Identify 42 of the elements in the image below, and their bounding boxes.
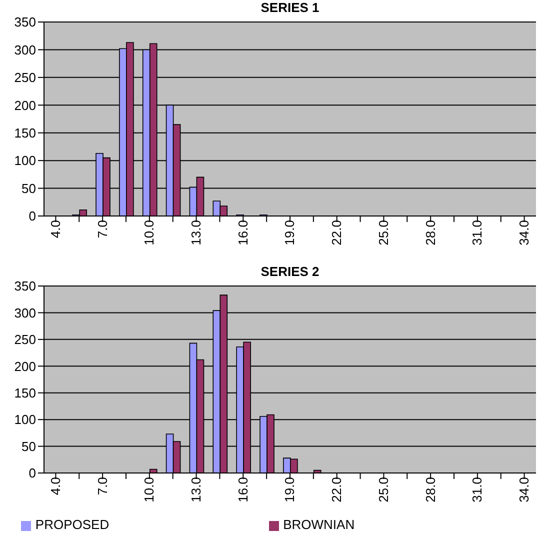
x-tick-label: 31.0 [470, 220, 485, 246]
x-tick-label: 28.0 [422, 220, 438, 246]
x-tick-label: 19.0 [282, 220, 298, 246]
x-tick-label: 19.0 [282, 477, 298, 502]
x-tick-label: 25.0 [376, 220, 391, 246]
x-tick-label: 4.0 [48, 220, 63, 238]
y-tick-label: 300 [14, 42, 36, 58]
y-tick-label: 250 [14, 332, 36, 348]
y-tick-label: 100 [14, 412, 36, 428]
legend-label: PROPOSED [35, 517, 110, 532]
y-tick-label: 200 [14, 358, 36, 374]
legend-label: BROWNIAN [283, 517, 355, 532]
x-tick-label: 25.0 [376, 477, 391, 502]
y-tick-label: 150 [14, 385, 36, 400]
x-tick-label: 22.0 [329, 220, 344, 246]
x-tick-label: 34.0 [516, 477, 532, 502]
y-tick-label: 200 [14, 98, 36, 113]
y-tick-label: 350 [14, 14, 36, 30]
y-tick-label: 150 [14, 125, 36, 140]
y-tick-label: 0 [28, 208, 36, 224]
x-tick-label: 13.0 [188, 477, 204, 502]
chart-title: SERIES 2 [260, 264, 320, 280]
x-tick-label: 13.0 [188, 220, 204, 246]
x-tick-label: 16.0 [235, 477, 250, 502]
x-tick-label: 7.0 [94, 220, 110, 238]
y-tick-label: 50 [22, 180, 36, 196]
x-tick-label: 16.0 [235, 220, 250, 246]
y-tick-label: 300 [14, 305, 36, 320]
x-tick-label: 10.0 [142, 477, 157, 502]
y-tick-label: 100 [14, 153, 36, 168]
x-tick-label: 4.0 [48, 477, 63, 496]
y-tick-label: 0 [28, 466, 36, 481]
x-tick-label: 31.0 [470, 477, 485, 502]
y-tick-label: 50 [22, 438, 36, 454]
x-tick-label: 28.0 [422, 477, 438, 502]
chart-title: SERIES 1 [260, 0, 320, 16]
x-tick-label: 7.0 [94, 477, 110, 496]
y-tick-label: 250 [14, 70, 36, 86]
x-tick-label: 34.0 [516, 220, 532, 246]
x-tick-label: 22.0 [329, 477, 344, 502]
x-tick-label: 10.0 [142, 220, 157, 246]
y-tick-label: 350 [14, 278, 36, 294]
